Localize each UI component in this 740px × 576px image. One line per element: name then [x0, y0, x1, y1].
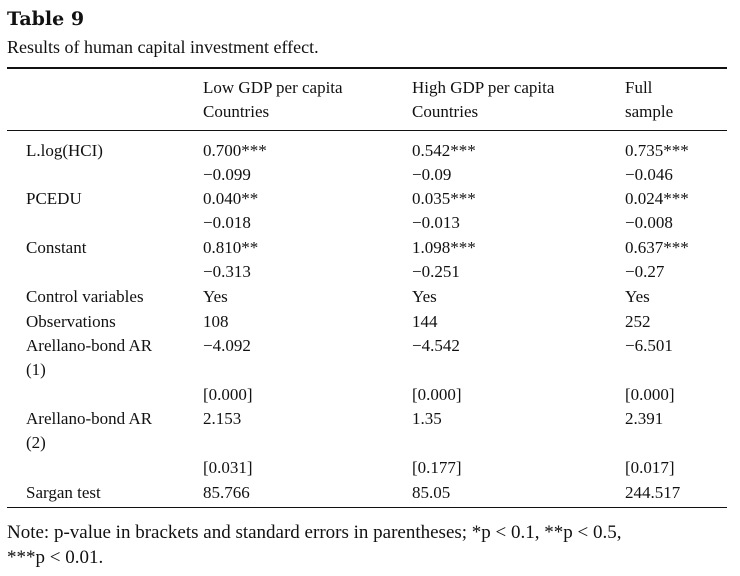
table-cell-c2: 0.035*** — [412, 189, 476, 208]
row-label: L.log(HCI) — [26, 141, 103, 160]
note-line-2: ***p < 0.01. — [7, 547, 104, 568]
note-line-1: Note: p-value in brackets and standard e… — [7, 522, 622, 543]
table-cell-c2: 0.542*** — [412, 141, 476, 160]
row-label: (1) — [26, 360, 46, 379]
table-cell-c1: 85.766 — [203, 483, 250, 502]
table-cell-c1: 0.810** — [203, 238, 259, 257]
table-cell-c1: 108 — [203, 312, 229, 331]
table-cell-c1: [0.031] — [203, 458, 253, 477]
row-label: Arellano-bond AR — [26, 336, 153, 355]
table-cell-c2: 1.098*** — [412, 238, 476, 257]
table-cell-c3: 0.735*** — [625, 141, 689, 160]
table-cell-c2: [0.177] — [412, 458, 462, 477]
table-cell-c3: −6.501 — [625, 336, 673, 355]
table-cell-c1: −0.313 — [203, 262, 251, 281]
header-col1-line1: Low GDP per capita — [203, 78, 343, 97]
table-cell-c2: 1.35 — [412, 409, 442, 428]
row-label: Arellano-bond AR — [26, 409, 153, 428]
row-label: Control variables — [26, 287, 144, 306]
table-cell-c2: −0.013 — [412, 213, 460, 232]
table-cell-c1: Yes — [203, 287, 228, 306]
table-cell-c2: Yes — [412, 287, 437, 306]
table-cell-c3: 0.024*** — [625, 189, 689, 208]
table-cell-c3: 0.637*** — [625, 238, 689, 257]
table-cell-c3: −0.046 — [625, 165, 673, 184]
header-col3-line1: Full — [625, 78, 653, 97]
table-cell-c1: 0.700*** — [203, 141, 267, 160]
table-cell-c3: [0.017] — [625, 458, 675, 477]
table-title: Table 9 — [7, 8, 85, 30]
top-rule — [7, 67, 727, 69]
table-cell-c1: −4.092 — [203, 336, 251, 355]
row-label: Sargan test — [26, 483, 101, 502]
row-label: (2) — [26, 433, 46, 452]
table-cell-c1: 0.040** — [203, 189, 259, 208]
table-cell-c2: −4.542 — [412, 336, 460, 355]
header-col1-line2: Countries — [203, 102, 270, 121]
table-cell-c1: 2.153 — [203, 409, 242, 428]
header-col2-line2: Countries — [412, 102, 479, 121]
table-cell-c3: −0.008 — [625, 213, 673, 232]
header-col3-line2: sample — [625, 102, 674, 121]
table-cell-c3: 2.391 — [625, 409, 664, 428]
row-label: Observations — [26, 312, 116, 331]
table-cell-c1: [0.000] — [203, 385, 253, 404]
table-cell-c1: −0.099 — [203, 165, 251, 184]
row-label: PCEDU — [26, 189, 82, 208]
row-label: Constant — [26, 238, 87, 257]
table-cell-c1: −0.018 — [203, 213, 251, 232]
table-cell-c2: 85.05 — [412, 483, 451, 502]
table-cell-c3: [0.000] — [625, 385, 675, 404]
table-cell-c3: 244.517 — [625, 483, 681, 502]
table-caption: Results of human capital investment effe… — [7, 37, 319, 57]
table-cell-c2: −0.251 — [412, 262, 460, 281]
bottom-rule — [7, 507, 727, 508]
table-cell-c2: −0.09 — [412, 165, 452, 184]
table-cell-c3: −0.27 — [625, 262, 665, 281]
header-col2-line1: High GDP per capita — [412, 78, 555, 97]
table-cell-c2: 144 — [412, 312, 438, 331]
table-note: Note: p-value in brackets and standard e… — [7, 520, 732, 570]
table-cell-c3: 252 — [625, 312, 651, 331]
table-cell-c2: [0.000] — [412, 385, 462, 404]
table-cell-c3: Yes — [625, 287, 650, 306]
header-rule — [7, 130, 727, 131]
